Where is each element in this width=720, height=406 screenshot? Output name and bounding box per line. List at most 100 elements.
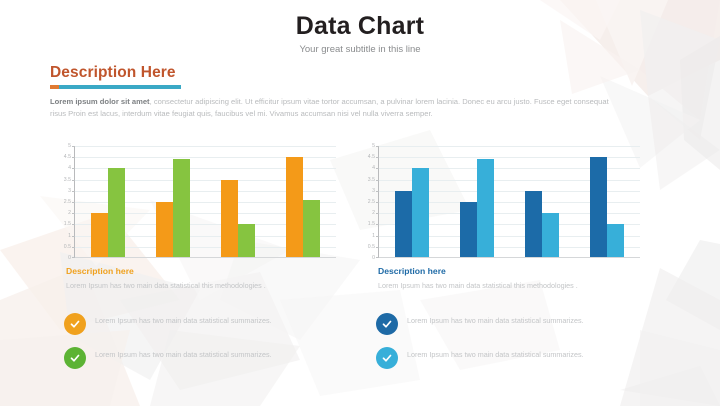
description-body: Lorem ipsum dolor sit amet, consectetur … [50,96,624,121]
bar-chart-left: 5 4.5 4 3.5 3 2.5 2 1.5 1 0.5 0 [52,143,336,261]
gridline [379,190,640,192]
gridline [75,146,336,147]
axis-tickmark [376,146,379,147]
list-item[interactable]: Lorem Ipsum has two main data statistica… [64,347,294,369]
bar[interactable] [155,202,173,258]
bar[interactable] [172,159,190,258]
y-axis-tick-label: 2 [372,210,375,217]
y-axis-tick-label: 5 [372,143,375,149]
page-subtitle: Your great subtitle in this line [299,44,421,55]
y-axis-tick-label: 2.5 [367,199,375,205]
plot-area-right [376,146,640,258]
gridline [75,202,336,203]
bar-groups-right [379,146,640,258]
y-axis-tick-label: 2.5 [63,199,71,205]
y-axis-tick-label: 1.5 [63,221,71,228]
gridline [75,190,336,192]
gridline [75,235,336,237]
gridline [379,168,640,170]
axis-tickmark [72,190,75,192]
bar[interactable] [542,213,560,258]
bar[interactable] [107,168,125,258]
bar[interactable] [476,159,494,258]
axis-tickmark [376,168,379,170]
axis-tickmark [376,235,379,237]
y-axis-tick-label: 4.5 [367,154,375,161]
axis-tickmark [72,168,75,170]
bar-group [90,146,125,258]
axis-tickmark [72,179,75,181]
right-chart-panel: 5 4.5 4 3.5 3 2.5 2 1.5 1 0.5 0 [356,143,640,261]
check-icon [376,313,398,335]
axis-tickmark [376,213,379,215]
gridline [379,213,640,215]
gridline [75,168,336,170]
bar-groups-left [75,146,336,258]
gridline [379,246,640,248]
y-axis-left: 5 4.5 4 3.5 3 2.5 2 1.5 1 0.5 0 [52,143,74,261]
axis-tickmark [72,202,75,203]
y-axis-tick-label: 4 [68,165,71,172]
y-axis-tick-label: 3 [372,187,375,194]
bar-group [459,146,494,258]
bar-chart-right: 5 4.5 4 3.5 3 2.5 2 1.5 1 0.5 0 [356,143,640,261]
gridline [75,179,336,181]
bar-group [221,146,256,258]
bar[interactable] [238,224,256,258]
gridline [75,213,336,215]
bar[interactable] [394,190,412,258]
axis-tickmark [72,157,75,159]
bar-group [394,146,429,258]
bar[interactable] [221,179,239,258]
list-item[interactable]: Lorem Ipsum has two main data statistica… [64,313,294,335]
description-body-rest: , consectetur adipiscing elit. Ut effici… [50,97,609,119]
axis-tickmark [376,202,379,203]
left-chart-panel: 5 4.5 4 3.5 3 2.5 2 1.5 1 0.5 0 [52,143,336,261]
y-axis-tick-label: 2 [68,210,71,217]
list-item-label: Lorem Ipsum has two main data statistica… [95,316,272,325]
right-caption-title: Description here [378,266,446,276]
list-item-label: Lorem Ipsum has two main data statistica… [407,350,584,359]
axis-tickmark [376,257,379,258]
description-underline-accent [50,85,59,89]
left-caption-body: Lorem Ipsum has two main data statistica… [66,281,266,290]
axis-tickmark [72,146,75,147]
axis-tickmark [376,224,379,226]
bar[interactable] [590,157,608,258]
y-axis-tick-label: 5 [68,143,71,149]
gridline [379,179,640,181]
y-axis-tick-label: 4.5 [63,154,71,161]
bar[interactable] [286,157,304,258]
axis-tickmark [376,246,379,248]
y-axis-tick-label: 1.5 [367,221,375,228]
gridline [75,224,336,226]
list-item[interactable]: Lorem Ipsum has two main data statistica… [376,313,606,335]
gridline [379,235,640,237]
gridline [75,246,336,248]
bar[interactable] [411,168,429,258]
left-caption-title: Description here [66,266,134,276]
gridline [379,224,640,226]
check-icon [376,347,398,369]
y-axis-tick-label: 3.5 [63,176,71,183]
gridline [379,157,640,159]
description-heading: Description Here [50,64,176,81]
bar-group [525,146,560,258]
bar[interactable] [303,199,321,258]
bar[interactable] [90,213,108,258]
gridline [379,202,640,203]
list-item-label: Lorem Ipsum has two main data statistica… [407,316,584,325]
y-axis-tick-label: 3 [68,187,71,194]
baseline-left [75,257,336,258]
right-caption-body: Lorem Ipsum has two main data statistica… [378,281,578,290]
list-item[interactable]: Lorem Ipsum has two main data statistica… [376,347,606,369]
list-item-label: Lorem Ipsum has two main data statistica… [95,350,272,359]
bar-group [286,146,321,258]
bar[interactable] [459,202,477,258]
bar[interactable] [525,190,543,258]
y-axis-tick-label: 4 [372,165,375,172]
bar[interactable] [607,224,625,258]
y-axis-tick-label: 1 [372,232,375,239]
y-axis-right: 5 4.5 4 3.5 3 2.5 2 1.5 1 0.5 0 [356,143,378,261]
baseline-right [379,257,640,258]
